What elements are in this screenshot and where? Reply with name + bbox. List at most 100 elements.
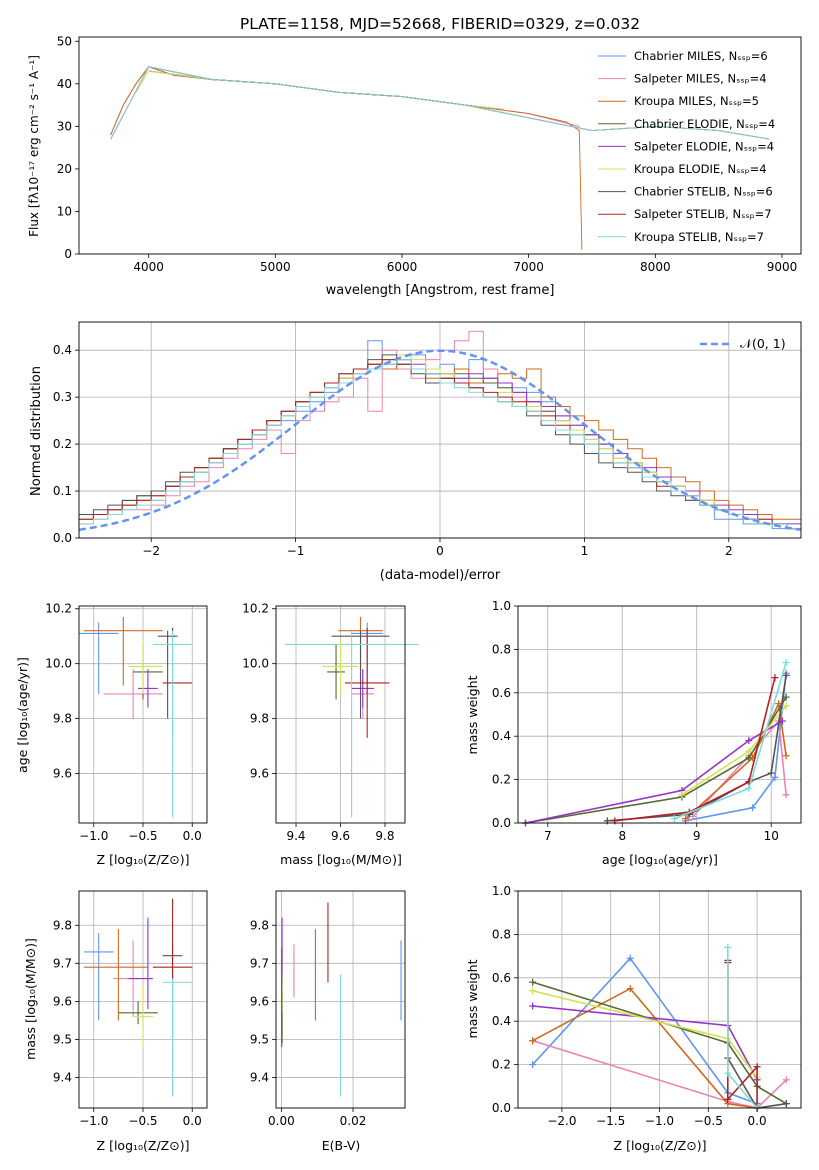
- mass-weight-vs-age-point-marker: [782, 791, 790, 799]
- mass-weight-vs-age-point-marker: [782, 671, 790, 679]
- spectrum-ytick-label: 40: [57, 77, 72, 91]
- mass-weight-vs-age-ylabel: mass weight: [465, 675, 480, 754]
- spectrum-axes-frame: [78, 36, 802, 255]
- mass-weight-vs-age-point-marker: [771, 674, 779, 682]
- spectrum-series: [110, 66, 770, 250]
- spectrum-ytick-label: 20: [57, 162, 72, 176]
- gaussian-curve: [78, 349, 802, 532]
- legend-label: Salpeter ELODIE, Nₛₛₚ=4: [634, 139, 774, 153]
- residuals-xtick-label: 1: [581, 544, 589, 558]
- mass-weight-vs-z-point-marker: [529, 978, 537, 986]
- mass-weight-vs-age-xtick-label: 7: [544, 829, 552, 843]
- residuals-panel: −2 −1 0 1 2 0.0 0.1 0.2 0.3 0.4 (data-model)/erro…: [29, 321, 802, 583]
- legend-label: Chabrier MILES, Nₛₛₚ=6: [634, 49, 768, 63]
- mass-weight-vs-z-series-line: [532, 981, 787, 1105]
- mass-weight-vs-age-point-marker: [782, 752, 790, 760]
- mass-weight-vs-age-point-marker: [745, 784, 753, 792]
- mass-weight-vs-age-ytick-label: 0.6: [492, 686, 511, 700]
- mass-weight-vs-age-series: [521, 658, 790, 827]
- age-vs-mass-xtick-label: 9.8: [375, 829, 394, 843]
- residuals-ytick-label: 0.0: [53, 531, 72, 545]
- mass-vs-z-ylabel: mass [log₁₀(M/M⊙)]: [23, 938, 38, 1060]
- mass-vs-z-ytick-label: 9.6: [53, 994, 72, 1008]
- mass-vs-ebv-ytick-label: 9.7: [250, 956, 269, 970]
- age-vs-mass-xtick-label: 9.6: [331, 829, 350, 843]
- mass-weight-vs-z-ytick-label: 0.0: [492, 1101, 511, 1115]
- mass-weight-vs-z-series: [529, 943, 790, 1112]
- age-vs-mass-xtick-label: 9.4: [286, 829, 305, 843]
- mass-weight-vs-age-point-marker: [749, 804, 757, 812]
- mass-weight-vs-z-xtick-label: −2.0: [547, 1114, 576, 1128]
- mass-weight-vs-z-point-marker: [753, 1063, 761, 1071]
- spectrum-xlabel: wavelength [Angstrom, rest frame]: [326, 283, 555, 298]
- mass-weight-vs-age-ytick-label: 0.2: [492, 773, 511, 787]
- residuals-legend: 𝒩(0, 1): [700, 336, 786, 351]
- mass-weight-vs-age-series-line: [614, 677, 776, 822]
- legend-label: Salpeter MILES, Nₛₛₚ=4: [634, 72, 767, 86]
- mass-vs-z-points: [83, 898, 193, 1097]
- mass-weight-vs-z-point-marker: [529, 1037, 537, 1045]
- mass-vs-z-ytick-label: 9.8: [53, 918, 72, 932]
- age-vs-mass-ytick-label: 9.6: [250, 767, 269, 781]
- age-vs-z-xtick-label: −1.0: [79, 829, 108, 843]
- mass-weight-vs-z-point-marker: [626, 985, 634, 993]
- age-vs-z-ylabel: age [log₁₀(age/yr)]: [15, 657, 30, 773]
- age-vs-z-ticks: −1.0 −0.5 0.0 9.6 9.8 10.0 10.2: [45, 602, 201, 843]
- mass-vs-ebv-xtick-label: 0.02: [340, 1114, 367, 1128]
- mass-vs-z-ytick-label: 9.4: [53, 1071, 72, 1085]
- spectrum-xtick-label: 9000: [767, 260, 798, 274]
- mass-vs-z-xtick-label: −0.5: [128, 1114, 157, 1128]
- mass-weight-vs-age-point-marker: [782, 693, 790, 701]
- mass-weight-vs-z-ytick-label: 0.6: [492, 971, 511, 985]
- mass-weight-vs-z-ytick-label: 1.0: [492, 884, 511, 898]
- mass-weight-vs-age-point-marker: [678, 791, 686, 799]
- mass-vs-z-xtick-label: 0.0: [183, 1114, 202, 1128]
- mass-vs-z-panel: −1.0 −0.5 0.0 9.4 9.5 9.6 9.7 9.8 Z [log₁₀(Z/Z⊙…: [23, 890, 208, 1153]
- spectrum-ytick-label: 50: [57, 34, 72, 48]
- mass-weight-vs-age-point-marker: [771, 773, 779, 781]
- mass-weight-vs-age-point-marker: [778, 717, 786, 725]
- age-vs-mass-ytick-label: 10.0: [242, 657, 269, 671]
- mass-weight-vs-age-point-marker: [682, 815, 690, 823]
- mass-vs-z-xlabel: Z [log₁₀(Z/Z⊙)]: [97, 1138, 190, 1153]
- residuals-ylabel: Normed distribution: [29, 366, 44, 496]
- mass-weight-vs-age-point-marker: [745, 754, 753, 762]
- mass-weight-vs-z-point-marker: [529, 1002, 537, 1010]
- mass-weight-vs-age-point-marker: [767, 769, 775, 777]
- spectrum-ticks: 4000 5000 6000 7000 8000 9000 0 10 20 30 40 50: [57, 34, 798, 274]
- mass-weight-vs-z-ytick-label: 0.2: [492, 1058, 511, 1072]
- mass-weight-vs-age-ytick-label: 1.0: [492, 599, 511, 613]
- mass-weight-vs-age-point-marker: [782, 702, 790, 710]
- mass-weight-vs-age-ytick-label: 0.8: [492, 642, 511, 656]
- age-vs-mass-ytick-label: 10.2: [242, 602, 269, 616]
- age-vs-z-xtick-label: −0.5: [128, 829, 157, 843]
- gaussian-legend-label: 𝒩(0, 1): [740, 336, 786, 351]
- legend-label: Kroupa ELODIE, Nₛₛₚ=4: [634, 162, 767, 176]
- mass-weight-vs-age-xtick-label: 8: [618, 829, 626, 843]
- age-vs-z-panel: −1.0 −0.5 0.0 9.6 9.8 10.0 10.2 Z [log₁₀(Z/Z⊙)…: [15, 602, 208, 867]
- mass-vs-ebv-panel: 0.00 0.02 9.4 9.5 9.6 9.7 9.8 E(B-V): [250, 890, 406, 1153]
- mass-weight-vs-z-ytick-label: 0.4: [492, 1014, 511, 1028]
- age-vs-mass-points: [284, 616, 419, 818]
- mass-weight-vs-age-panel: 7 8 9 10 0.0 0.2 0.4 0.6 0.8 1.0 age [log₁₀(age/y…: [465, 599, 802, 867]
- residuals-ytick-label: 0.4: [53, 343, 72, 357]
- mass-weight-vs-age-point-marker: [689, 812, 697, 820]
- mass-weight-vs-age-point-marker: [670, 815, 678, 823]
- mass-weight-vs-z-series-line: [532, 1039, 787, 1109]
- residuals-ticks: −2 −1 0 1 2 0.0 0.1 0.2 0.3 0.4: [53, 343, 733, 558]
- mass-weight-vs-age-ytick-label: 0.4: [492, 729, 511, 743]
- spectrum-legend: Chabrier MILES, Nₛₛₚ=6 Salpeter MILES, Nₛ…: [598, 49, 775, 244]
- residuals-xlabel: (data-model)/error: [380, 568, 501, 583]
- mass-vs-ebv-xlabel: E(B-V): [322, 1138, 361, 1153]
- mass-weight-vs-z-xlabel: Z [log₁₀(Z/Z⊙)]: [614, 1138, 707, 1153]
- spectrum-ytick-label: 30: [57, 119, 72, 133]
- spectrum-xtick-label: 7000: [513, 260, 544, 274]
- mass-weight-vs-z-panel: −2.0 −1.5 −1.0 −0.5 0.0 0.0 0.2 0.4 0.6 0.8 1.0 Z …: [465, 884, 802, 1153]
- age-vs-z-ytick-label: 10.0: [45, 657, 72, 671]
- mass-weight-vs-z-xtick-label: −0.5: [694, 1114, 723, 1128]
- mass-vs-z-xtick-label: −1.0: [79, 1114, 108, 1128]
- mass-weight-vs-z-point-marker: [626, 954, 634, 962]
- mass-vs-ebv-points: [281, 902, 402, 1097]
- mass-weight-vs-age-ytick-label: 0.0: [492, 816, 511, 830]
